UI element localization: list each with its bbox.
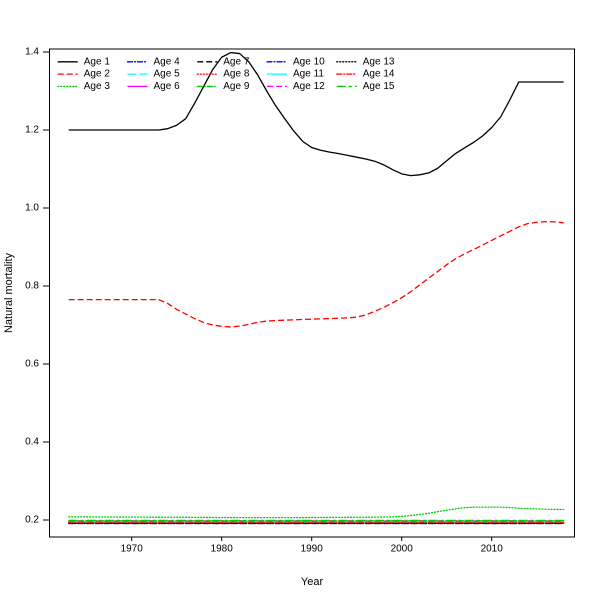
- svg-text:Age 10: Age 10: [293, 56, 325, 67]
- svg-text:1.0: 1.0: [25, 203, 39, 214]
- svg-text:0.8: 0.8: [25, 281, 39, 292]
- svg-text:2010: 2010: [481, 544, 504, 555]
- svg-text:Age 6: Age 6: [154, 81, 181, 92]
- svg-text:Age 11: Age 11: [293, 69, 324, 80]
- svg-text:1.2: 1.2: [25, 125, 39, 136]
- svg-text:Age 13: Age 13: [363, 56, 395, 67]
- svg-text:Age 14: Age 14: [363, 69, 395, 80]
- svg-text:2000: 2000: [391, 544, 414, 555]
- svg-text:Age 15: Age 15: [363, 81, 395, 92]
- svg-text:Age 5: Age 5: [154, 69, 181, 80]
- svg-text:0.4: 0.4: [25, 437, 39, 448]
- svg-text:Natural mortality: Natural mortality: [3, 252, 15, 333]
- svg-text:Age 3: Age 3: [84, 81, 111, 92]
- svg-text:Age 9: Age 9: [223, 81, 250, 92]
- svg-text:Age 8: Age 8: [223, 69, 250, 80]
- svg-text:Age 2: Age 2: [84, 69, 111, 80]
- svg-text:1990: 1990: [301, 544, 324, 555]
- svg-text:1980: 1980: [211, 544, 234, 555]
- svg-text:1.4: 1.4: [25, 47, 39, 58]
- svg-text:0.6: 0.6: [25, 359, 39, 370]
- svg-text:Age 1: Age 1: [84, 56, 111, 67]
- svg-text:1970: 1970: [121, 544, 144, 555]
- svg-text:0.2: 0.2: [25, 515, 39, 526]
- svg-text:Year: Year: [301, 576, 324, 588]
- svg-text:Age 4: Age 4: [154, 56, 181, 67]
- svg-text:Age 7: Age 7: [223, 56, 250, 67]
- svg-text:Age 12: Age 12: [293, 81, 325, 92]
